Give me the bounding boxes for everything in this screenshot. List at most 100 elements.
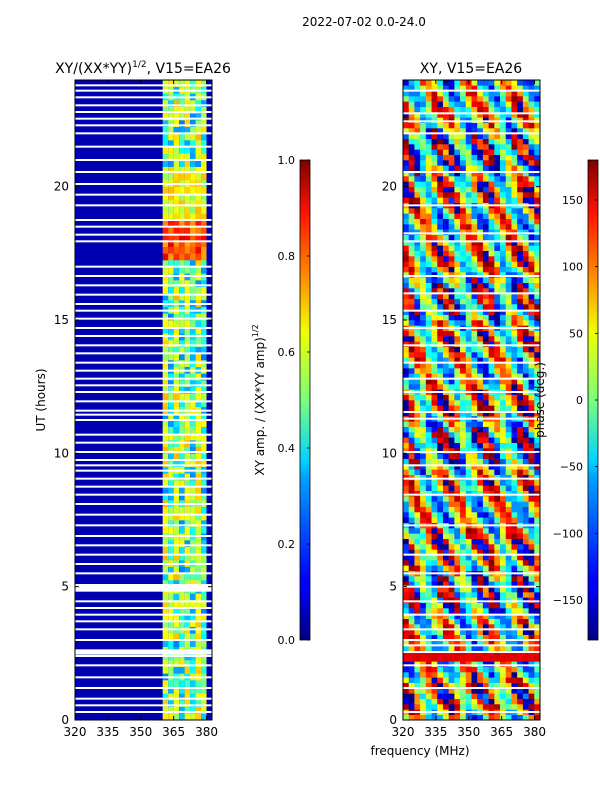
heatmap-cell xyxy=(408,362,415,369)
heatmap-cell xyxy=(465,90,472,97)
heatmap-cell xyxy=(465,544,472,550)
heatmap-cell xyxy=(162,133,169,141)
heatmap-cell xyxy=(471,357,478,363)
heatmap-cell xyxy=(471,314,478,321)
heatmap-cell xyxy=(437,714,444,720)
heatmap-cell xyxy=(414,442,421,449)
heatmap-cell xyxy=(528,330,535,337)
heatmap-cell xyxy=(420,352,427,358)
heatmap-cell xyxy=(179,546,185,554)
heatmap-cell xyxy=(465,512,472,518)
heatmap-cell xyxy=(500,576,507,582)
heatmap-cell xyxy=(460,330,467,337)
heatmap-cell xyxy=(425,469,432,475)
heatmap-cell xyxy=(448,538,455,545)
heatmap-cell xyxy=(414,149,421,155)
heatmap-cell xyxy=(173,80,180,87)
heatmap-cell xyxy=(403,133,410,139)
heatmap-cell xyxy=(454,501,461,507)
heatmap-cell xyxy=(448,474,455,481)
heatmap-cell xyxy=(534,346,540,353)
heatmap-cell xyxy=(201,260,207,267)
heatmap-cell xyxy=(425,272,432,278)
heatmap-cell xyxy=(201,346,207,354)
heatmap-cell xyxy=(517,501,524,507)
heatmap-cell xyxy=(195,260,202,267)
heatmap-cell xyxy=(511,421,518,427)
heatmap-cell xyxy=(168,153,174,161)
heatmap-cell xyxy=(465,677,472,683)
heatmap-cell xyxy=(190,153,196,161)
heatmap-cell xyxy=(465,448,472,454)
heatmap-cell xyxy=(420,554,427,561)
heatmap-cell xyxy=(477,90,484,97)
heatmap-cell xyxy=(471,538,478,545)
heatmap-cell xyxy=(173,660,180,667)
heatmap-cell xyxy=(448,549,455,555)
heatmap-cell xyxy=(534,677,540,683)
heatmap-cell xyxy=(482,261,489,267)
heatmap-cell xyxy=(488,240,495,246)
heatmap-cell xyxy=(465,490,472,497)
heatmap-cell xyxy=(471,117,478,123)
heatmap-cell xyxy=(201,200,207,207)
heatmap-cell xyxy=(448,480,455,486)
heatmap-cell xyxy=(460,250,467,257)
heatmap-cell xyxy=(201,380,207,387)
heatmap-cell xyxy=(190,133,196,141)
heatmap-cell xyxy=(425,224,432,230)
heatmap-cell xyxy=(488,346,495,353)
heatmap-cell xyxy=(448,378,455,385)
heatmap-cell xyxy=(403,138,410,145)
heatmap-cell xyxy=(505,320,512,326)
heatmap-cell xyxy=(488,186,495,193)
heatmap-cell xyxy=(442,117,449,123)
heatmap-cell xyxy=(534,565,540,571)
heatmap-cell xyxy=(460,650,467,657)
heatmap-cell xyxy=(162,433,169,441)
heatmap-cell xyxy=(454,640,461,646)
heatmap-cell xyxy=(528,693,535,699)
heatmap-cell xyxy=(517,112,524,118)
heatmap-cell xyxy=(534,714,540,720)
heatmap-cell xyxy=(195,613,202,621)
heatmap-cell xyxy=(448,154,455,161)
heatmap-cell xyxy=(168,140,174,147)
heatmap-cell xyxy=(437,330,444,337)
heatmap-cell xyxy=(465,549,472,555)
heatmap-cell xyxy=(173,186,180,194)
heatmap-cell xyxy=(442,618,449,625)
heatmap-cell xyxy=(511,581,518,587)
heatmap-cell xyxy=(511,549,518,555)
heatmap-cell xyxy=(190,546,196,554)
heatmap-cell xyxy=(488,336,495,342)
heatmap-cell xyxy=(195,153,202,161)
heatmap-cell xyxy=(482,336,489,342)
heatmap-cell xyxy=(511,618,518,625)
heatmap-cell xyxy=(414,154,421,161)
heatmap-cell xyxy=(500,352,507,358)
heatmap-cell xyxy=(437,154,444,161)
heatmap-cell xyxy=(448,192,455,198)
heatmap-cell xyxy=(460,618,467,625)
heatmap-cell xyxy=(477,250,484,257)
heatmap-cell xyxy=(431,154,438,161)
heatmap-cell xyxy=(488,96,495,102)
heatmap-cell xyxy=(494,341,501,347)
heatmap-cell xyxy=(500,341,507,347)
heatmap-cell xyxy=(425,213,432,219)
heatmap-cell xyxy=(471,613,478,619)
heatmap-cell xyxy=(488,314,495,321)
heatmap-cell xyxy=(511,192,518,198)
heatmap-cell xyxy=(471,368,478,374)
heatmap-cell xyxy=(168,320,174,327)
heatmap-cell xyxy=(179,340,185,347)
heatmap-cell xyxy=(477,336,484,342)
heatmap-cell xyxy=(488,192,495,198)
heatmap-cell xyxy=(403,458,410,465)
heatmap-cell xyxy=(460,266,467,273)
heatmap-cell xyxy=(482,608,489,614)
heatmap-cell xyxy=(471,330,478,337)
heatmap-cell xyxy=(522,549,529,555)
heatmap-cell xyxy=(420,160,427,166)
